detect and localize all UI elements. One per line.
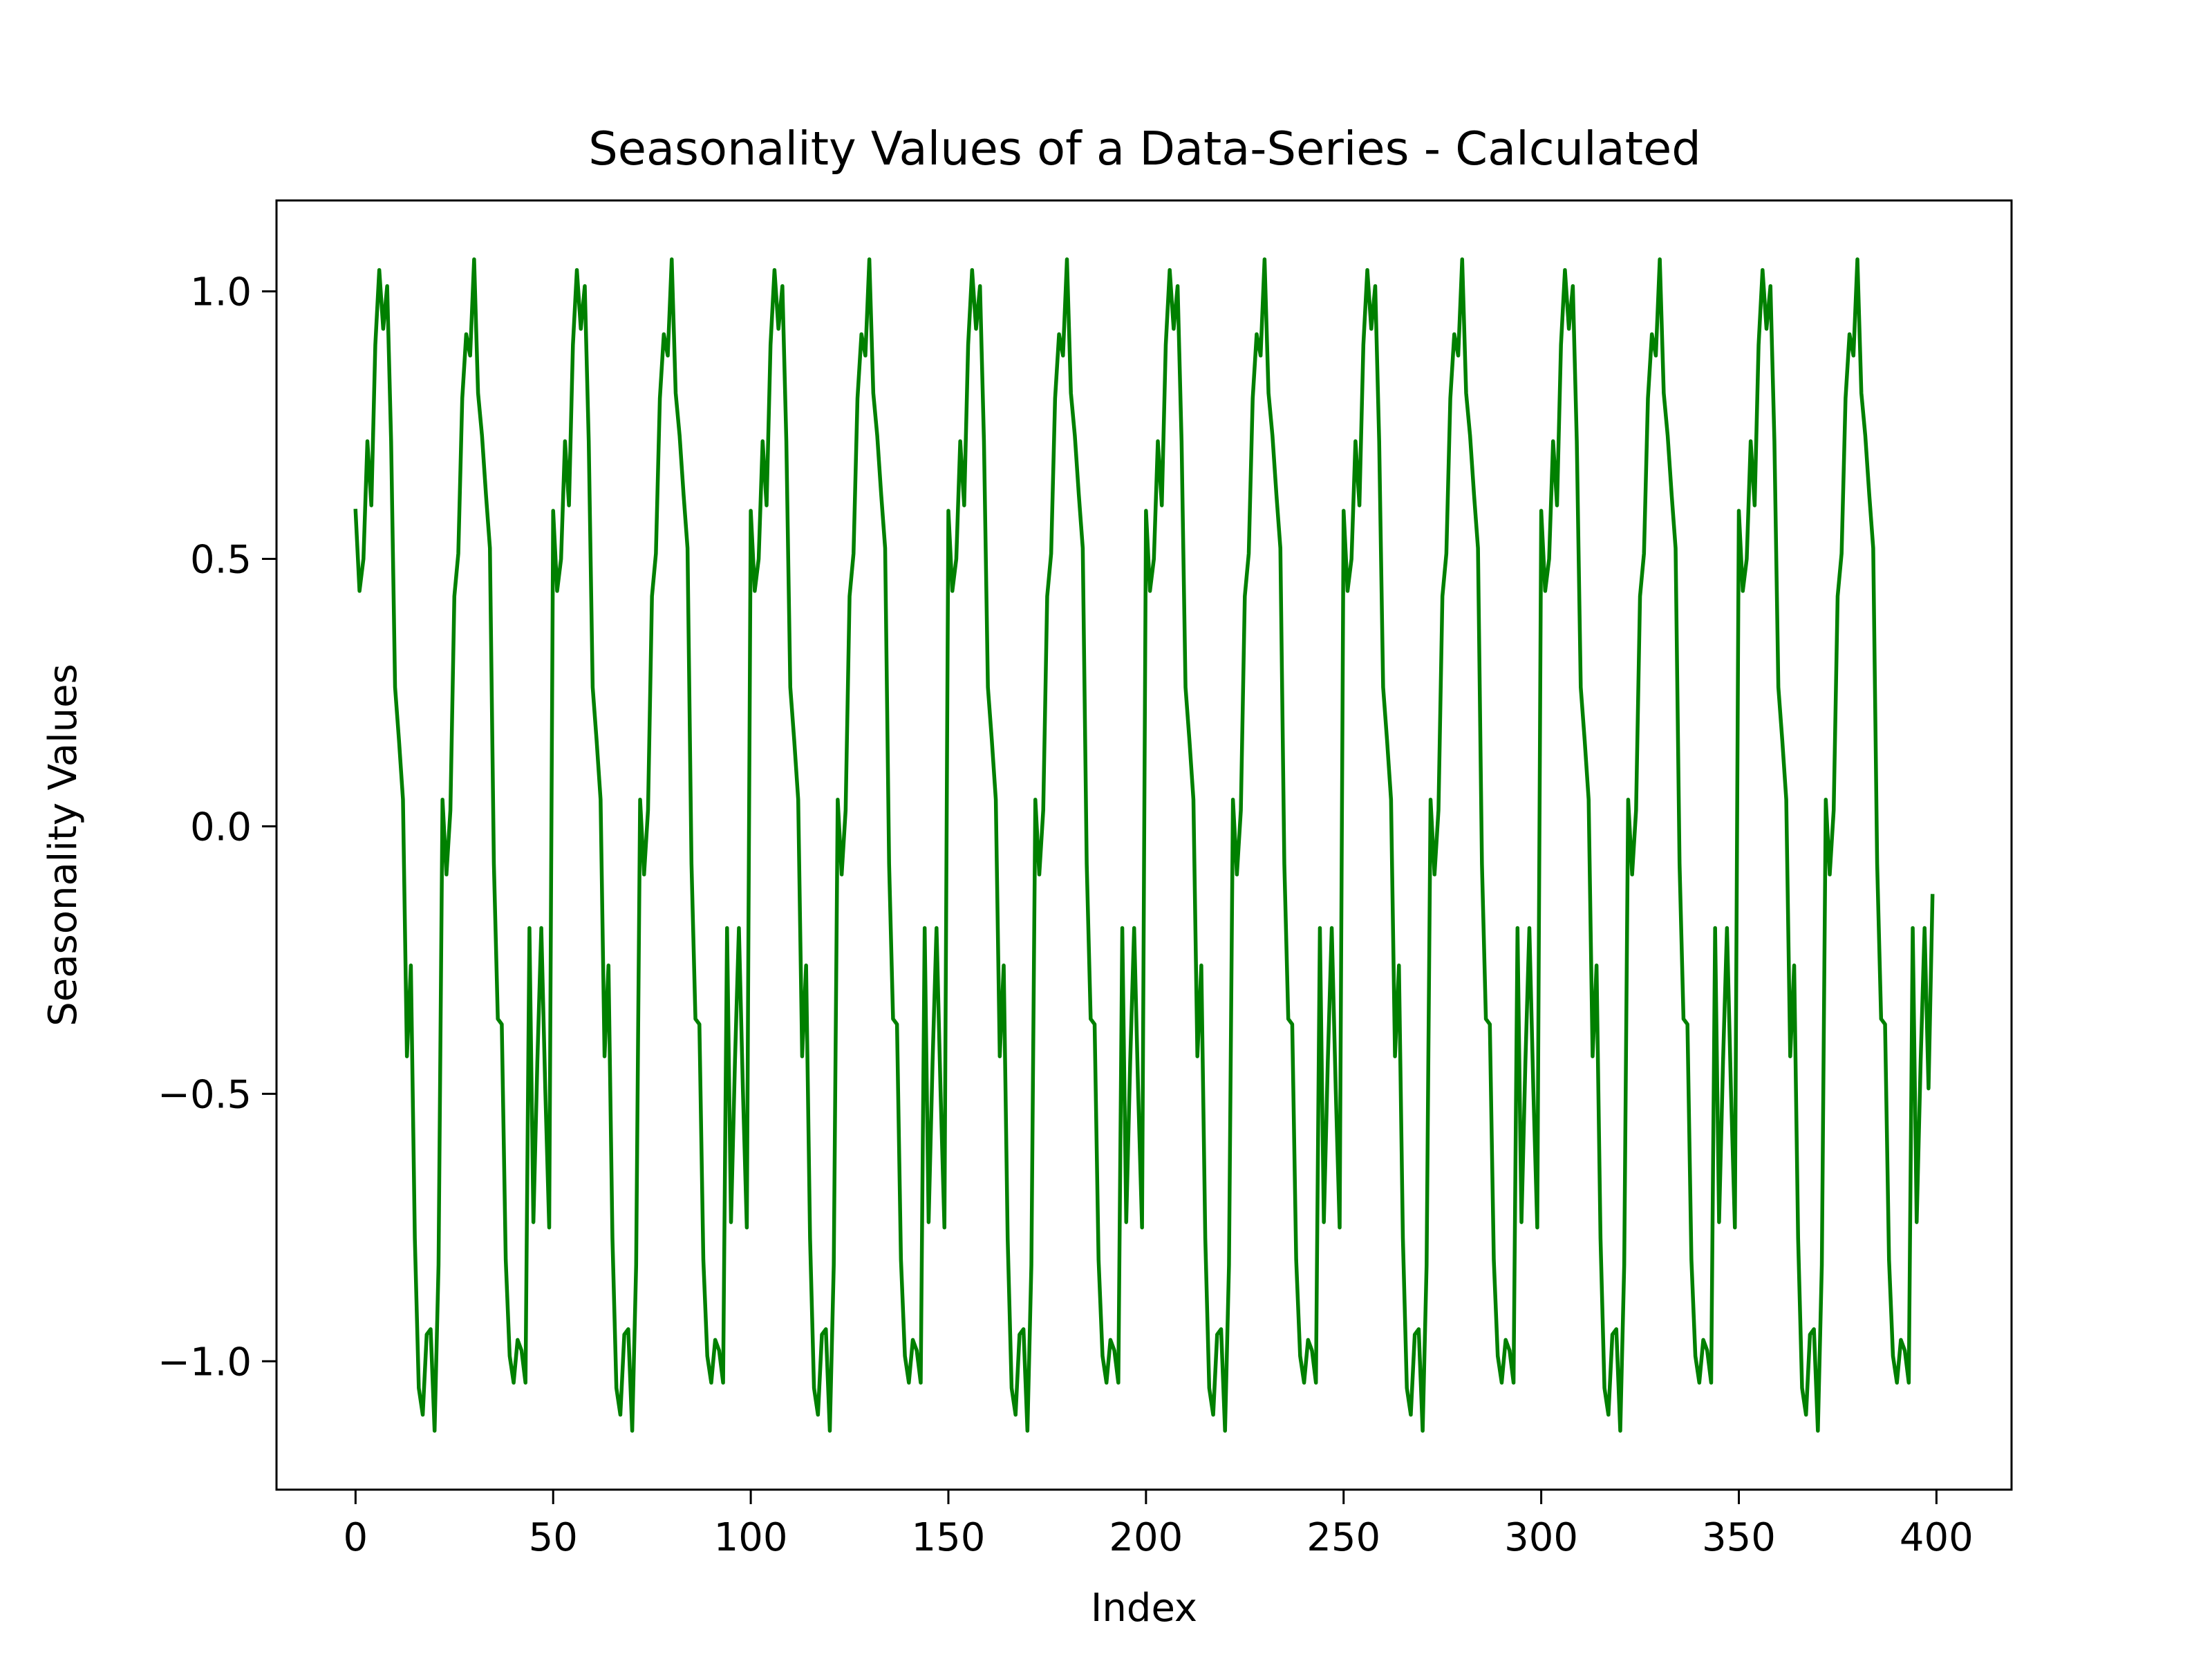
series-line-seasonality xyxy=(353,257,1935,1433)
y-tick-label: 1.0 xyxy=(190,270,252,315)
x-tick-label: 100 xyxy=(714,1515,788,1560)
y-axis: −1.0 −0.5 0.0 0.5 1.0 xyxy=(158,270,276,1385)
x-tick-label: 300 xyxy=(1504,1515,1578,1560)
y-axis-label: Seasonality Values xyxy=(41,664,86,1027)
x-tick-label: 400 xyxy=(1900,1515,1974,1560)
x-tick-label: 0 xyxy=(344,1515,368,1560)
y-tick-label: 0.5 xyxy=(190,537,252,582)
x-axis: 0 50 100 150 200 250 300 350 400 xyxy=(344,1490,1974,1560)
x-axis-label: Index xyxy=(1091,1586,1197,1631)
y-tick-label: 0.0 xyxy=(190,805,252,850)
y-tick-label: −1.0 xyxy=(158,1340,252,1385)
x-tick-label: 200 xyxy=(1109,1515,1183,1560)
x-tick-label: 50 xyxy=(529,1515,578,1560)
x-tick-label: 350 xyxy=(1702,1515,1776,1560)
x-tick-label: 250 xyxy=(1306,1515,1380,1560)
plot-area xyxy=(275,199,2013,1491)
x-tick-label: 150 xyxy=(912,1515,986,1560)
y-tick-label: −0.5 xyxy=(158,1072,252,1117)
chart-title: Seasonality Values of a Data-Series - Ca… xyxy=(588,122,1701,176)
